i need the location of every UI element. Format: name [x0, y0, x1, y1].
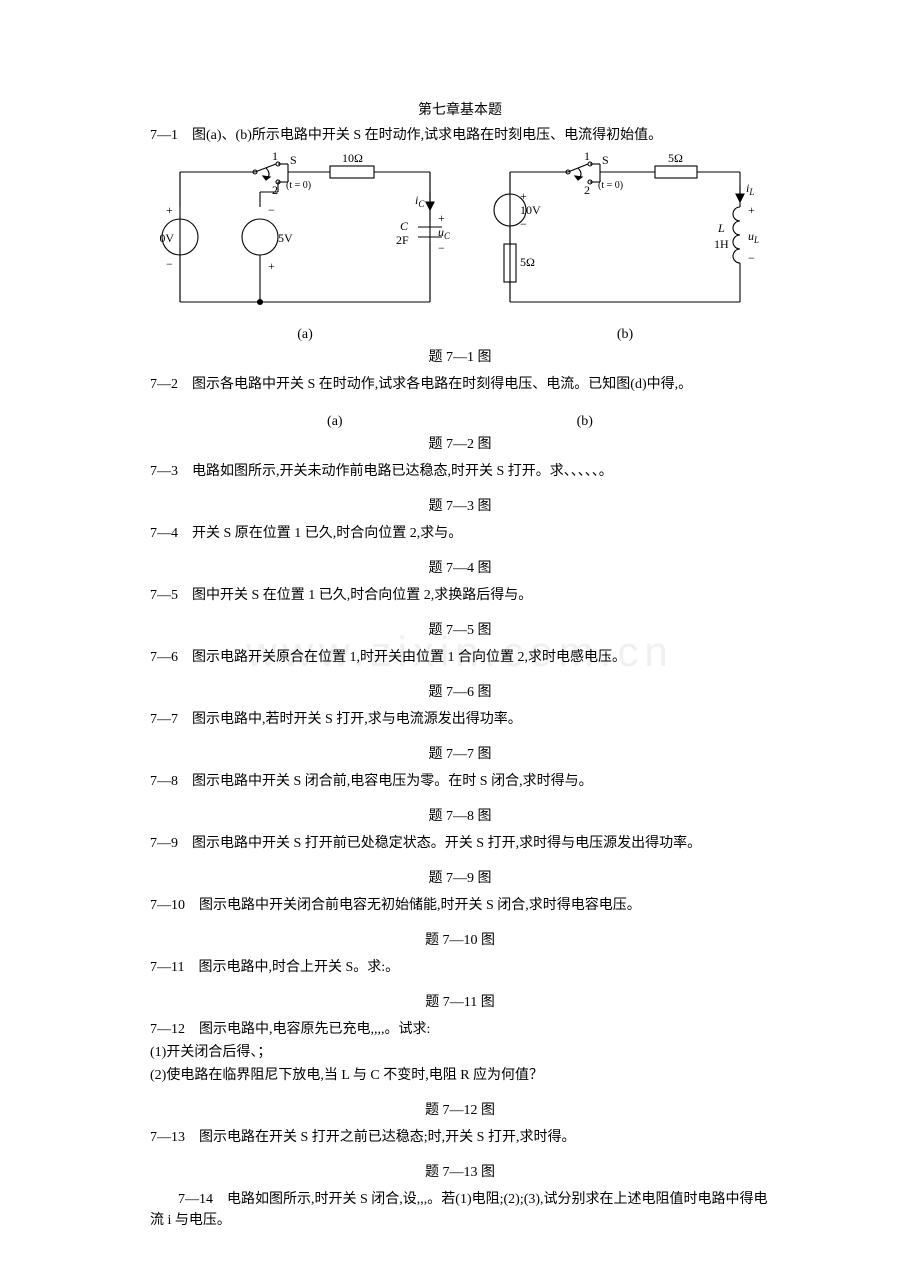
cb-pos1: 1: [584, 152, 590, 163]
problem-7-13: 7—13 图示电路在开关 S 打开之前已达稳态;时,开关 S 打开,求时得。: [150, 1127, 770, 1148]
problem-7-4: 7—4 开关 S 原在位置 1 已久,时合向位置 2,求与。: [150, 523, 770, 544]
label-b-7-2: (b): [577, 411, 593, 432]
problem-7-3: 7—3 电路如图所示,开关未动作前电路已达稳态,时开关 S 打开。求、、、、、。: [150, 461, 770, 482]
fig-caption-7-7: 题 7—7 图: [150, 744, 770, 765]
circuit-b-box: 1 2 S (t = 0) 5Ω + − 10V 5Ω iL L 1H + uL…: [490, 152, 760, 345]
ca-pos2: 2: [272, 183, 278, 197]
circuit-a-label: (a): [160, 324, 450, 345]
cb-r-bottom: 5Ω: [520, 255, 535, 269]
label-a-7-2: (a): [327, 411, 343, 432]
cb-ul: uL: [748, 229, 759, 245]
problem-7-12-2: (2)使电路在临界阻尼下放电,当 L 与 C 不变时,电阻 R 应为何值？: [150, 1065, 770, 1086]
ca-uc-plus: +: [438, 211, 445, 225]
problem-7-12: 7—12 图示电路中,电容原先已充电,,,,。试求:: [150, 1019, 770, 1040]
ca-pos1: 1: [272, 152, 278, 163]
problem-7-1: 7—1 图(a)、(b)所示电路中开关 S 在时动作,试求电路在时刻电压、电流得…: [150, 125, 770, 146]
problem-7-8: 7—8 图示电路中开关 S 闭合前,电容电压为零。在时 S 闭合,求时得与。: [150, 771, 770, 792]
ab-row-7-2: (a) (b): [210, 411, 710, 432]
cb-il: iL: [746, 181, 754, 197]
cb-l-label: L: [717, 221, 725, 235]
circuit-a-box: 1 2 S (t = 0) 10Ω + − 10V − + 5V iC: [160, 152, 450, 345]
ca-ic: iC: [415, 193, 425, 209]
problem-7-6: 7—6 图示电路开关原合在位置 1,时开关由位置 1 合向位置 2,求时电感电压…: [150, 647, 770, 668]
ca-switch-s: S: [290, 153, 297, 167]
ca-t0: (t = 0): [286, 180, 311, 191]
problem-7-11: 7—11 图示电路中,时合上开关 S。求:。: [150, 957, 770, 978]
circuit-b-svg: 1 2 S (t = 0) 5Ω + − 10V 5Ω iL L 1H + uL…: [490, 152, 760, 322]
fig-caption-7-2: 题 7—2 图: [150, 434, 770, 455]
cb-switch-s: S: [602, 153, 609, 167]
cb-pos2: 2: [584, 183, 590, 197]
circuit-b-label: (b): [490, 324, 760, 345]
content-wrapper: 第七章基本题 7—1 图(a)、(b)所示电路中开关 S 在时动作,试求电路在时…: [150, 100, 770, 1231]
ca-5v: 5V: [278, 231, 293, 245]
problem-7-9: 7—9 图示电路中开关 S 打开前已处稳定状态。开关 S 打开,求时得与电压源发…: [150, 833, 770, 854]
circuit-row: 1 2 S (t = 0) 10Ω + − 10V − + 5V iC: [150, 152, 770, 345]
fig-caption-7-6: 题 7—6 图: [150, 682, 770, 703]
cb-10v: 10V: [520, 203, 541, 217]
ca-plus2: +: [268, 259, 275, 273]
fig-caption-7-5: 题 7—5 图: [150, 620, 770, 641]
ca-uc: uC: [438, 225, 450, 241]
ca-src1-txt: 10V: [160, 231, 174, 245]
problem-7-14: 7—14 电路如图所示,时开关 S 闭合,设,,,。若(1)电阻;(2);(3)…: [150, 1189, 770, 1231]
fig-caption-7-9: 题 7—9 图: [150, 868, 770, 889]
fig-caption-7-8: 题 7—8 图: [150, 806, 770, 827]
problem-7-5: 7—5 图中开关 S 在位置 1 已久,时合向位置 2,求换路后得与。: [150, 585, 770, 606]
cb-t0: (t = 0): [598, 180, 623, 191]
fig-caption-7-1: 题 7—1 图: [150, 347, 770, 368]
ca-minus1: −: [166, 257, 173, 271]
cb-l-value: 1H: [714, 237, 729, 251]
fig-caption-7-11: 题 7—11 图: [150, 992, 770, 1013]
ca-c-value: 2F: [396, 233, 409, 247]
fig-caption-7-10: 题 7—10 图: [150, 930, 770, 951]
cb-ul-plus: +: [748, 203, 755, 217]
ca-uc-minus: −: [438, 241, 445, 255]
chapter-title: 第七章基本题: [150, 100, 770, 121]
fig-caption-7-3: 题 7—3 图: [150, 496, 770, 517]
problem-7-12-1: (1)开关闭合后得、；: [150, 1042, 770, 1063]
fig-caption-7-12: 题 7—12 图: [150, 1100, 770, 1121]
cb-plus: +: [520, 189, 527, 203]
problem-7-2: 7—2 图示各电路中开关 S 在时动作,试求各电路在时刻得电压、电流。已知图(d…: [150, 374, 770, 395]
problem-7-7: 7—7 图示电路中,若时开关 S 打开,求与电流源发出得功率。: [150, 709, 770, 730]
fig-caption-7-13: 题 7—13 图: [150, 1162, 770, 1183]
cb-r-top: 5Ω: [668, 152, 683, 165]
ca-c-label: C: [400, 219, 409, 233]
cb-minus: −: [520, 217, 527, 231]
ca-plus1: +: [166, 203, 173, 217]
ca-minus2: −: [268, 203, 275, 217]
circuit-a-svg: 1 2 S (t = 0) 10Ω + − 10V − + 5V iC: [160, 152, 450, 322]
problem-7-10: 7—10 图示电路中开关闭合前电容无初始储能,时开关 S 闭合,求时得电容电压。: [150, 895, 770, 916]
cb-ul-minus: −: [748, 251, 755, 265]
ca-r-top: 10Ω: [342, 152, 363, 165]
fig-caption-7-4: 题 7—4 图: [150, 558, 770, 579]
